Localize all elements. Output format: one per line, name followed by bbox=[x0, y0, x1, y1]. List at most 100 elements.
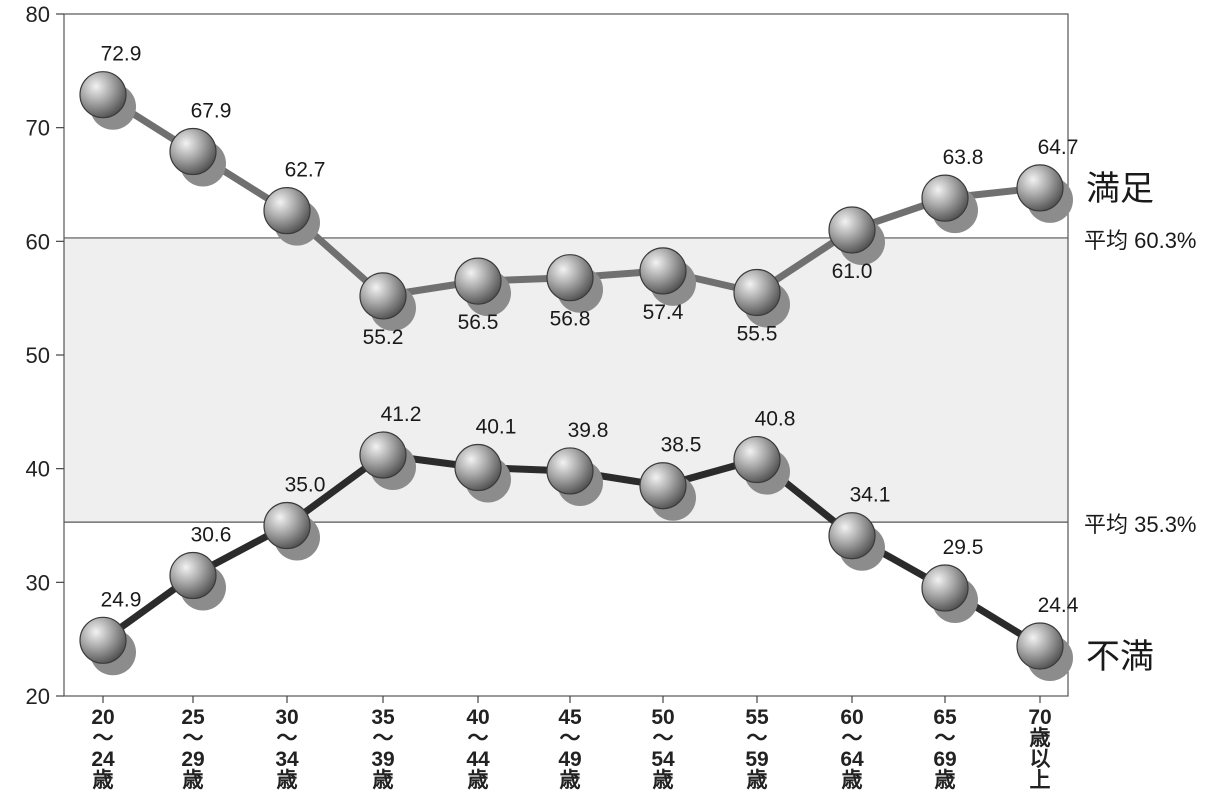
data-point bbox=[1016, 164, 1064, 212]
data-label: 30.6 bbox=[191, 524, 232, 547]
x-category-label: 〜 bbox=[373, 727, 394, 750]
data-label: 29.5 bbox=[943, 536, 984, 559]
data-label: 24.9 bbox=[101, 588, 142, 611]
data-label: 38.5 bbox=[661, 434, 702, 457]
y-tick-label: 80 bbox=[26, 2, 50, 27]
x-category-label: 歳 bbox=[747, 769, 768, 792]
x-category-label: 歳 bbox=[468, 769, 489, 792]
data-point bbox=[359, 431, 407, 479]
data-label: 67.9 bbox=[191, 100, 232, 123]
data-label: 56.5 bbox=[458, 311, 499, 334]
x-category-label: 24 bbox=[91, 748, 115, 771]
data-label: 40.8 bbox=[755, 408, 796, 431]
x-category-label: 70 bbox=[1028, 706, 1051, 729]
x-category-label: 55 bbox=[745, 706, 769, 729]
data-label: 62.7 bbox=[285, 159, 326, 182]
x-category-label: 35 bbox=[371, 706, 395, 729]
data-label: 39.8 bbox=[568, 419, 609, 442]
x-category-label: 〜 bbox=[653, 727, 674, 750]
average-label: 平均 60.3% bbox=[1084, 228, 1197, 253]
data-point bbox=[169, 551, 217, 600]
x-category-label: 29 bbox=[181, 748, 204, 771]
data-point bbox=[79, 71, 127, 119]
y-tick-label: 20 bbox=[26, 684, 50, 709]
x-category-label: 69 bbox=[933, 748, 956, 771]
x-category-label: 20 bbox=[91, 706, 114, 729]
data-point bbox=[639, 247, 687, 295]
x-category-label: 59 bbox=[745, 748, 768, 771]
data-point bbox=[1016, 622, 1064, 670]
x-category-label: 〜 bbox=[183, 727, 204, 750]
data-point bbox=[921, 564, 969, 612]
y-tick-label: 40 bbox=[26, 457, 50, 482]
x-category-label: 40 bbox=[466, 706, 489, 729]
x-category-label: 50 bbox=[651, 706, 674, 729]
x-category-label: 〜 bbox=[935, 727, 956, 750]
data-point bbox=[639, 462, 687, 510]
data-label: 57.4 bbox=[643, 301, 684, 324]
x-category-label: 歳 bbox=[935, 769, 956, 792]
data-point bbox=[733, 435, 781, 484]
data-label: 63.8 bbox=[943, 146, 984, 169]
data-point bbox=[828, 512, 876, 560]
y-tick-label: 60 bbox=[26, 229, 50, 254]
x-category-label: 〜 bbox=[747, 727, 768, 750]
data-point bbox=[546, 254, 594, 302]
data-point bbox=[169, 127, 217, 176]
data-label: 55.2 bbox=[363, 326, 404, 349]
series-name-label: 満足 bbox=[1086, 170, 1154, 208]
data-point bbox=[733, 268, 781, 317]
x-category-label: 〜 bbox=[468, 727, 489, 750]
x-category-label: 〜 bbox=[277, 727, 298, 750]
x-category-label: 〜 bbox=[93, 727, 114, 750]
data-label: 56.8 bbox=[550, 308, 591, 331]
data-point bbox=[454, 257, 502, 305]
data-point bbox=[828, 206, 876, 254]
x-category-label: 60 bbox=[840, 706, 863, 729]
x-category-label: 歳 bbox=[93, 769, 114, 792]
x-category-label: 歳 bbox=[183, 769, 204, 792]
data-label: 64.7 bbox=[1038, 136, 1079, 159]
x-category-label: 45 bbox=[558, 706, 582, 729]
x-category-label: 上 bbox=[1030, 769, 1051, 792]
data-point bbox=[454, 443, 502, 492]
data-label: 40.1 bbox=[476, 416, 517, 439]
y-tick-label: 70 bbox=[26, 116, 50, 141]
data-label: 41.2 bbox=[381, 403, 422, 426]
y-tick-label: 50 bbox=[26, 343, 50, 368]
x-category-label: 34 bbox=[275, 748, 299, 771]
x-category-label: 歳 bbox=[373, 769, 394, 792]
x-category-label: 〜 bbox=[842, 727, 863, 750]
data-label: 35.0 bbox=[285, 474, 326, 497]
data-point bbox=[921, 174, 969, 222]
x-category-label: 44 bbox=[466, 748, 490, 771]
x-category-label: 歳 bbox=[277, 769, 298, 792]
x-category-label: 65 bbox=[933, 706, 957, 729]
x-category-label: 25 bbox=[181, 706, 205, 729]
average-label: 平均 35.3% bbox=[1084, 512, 1197, 537]
x-category-label: 歳 bbox=[560, 769, 581, 792]
x-category-label: 以 bbox=[1030, 748, 1051, 771]
x-category-label: 歳 bbox=[1030, 727, 1051, 750]
x-category-label: 30 bbox=[275, 706, 298, 729]
data-label: 72.9 bbox=[101, 43, 142, 66]
x-category-label: 〜 bbox=[560, 727, 581, 750]
data-point bbox=[263, 501, 311, 550]
data-point bbox=[546, 447, 594, 495]
data-point bbox=[79, 616, 127, 664]
data-label: 55.5 bbox=[737, 322, 778, 345]
data-point bbox=[263, 187, 311, 235]
data-label: 24.4 bbox=[1038, 594, 1079, 617]
data-label: 61.0 bbox=[832, 260, 873, 283]
data-label: 34.1 bbox=[850, 484, 891, 507]
x-category-label: 歳 bbox=[842, 769, 863, 792]
x-category-label: 49 bbox=[558, 748, 581, 771]
y-tick-label: 30 bbox=[26, 570, 50, 595]
x-category-label: 39 bbox=[371, 748, 394, 771]
x-category-label: 歳 bbox=[653, 769, 674, 792]
x-category-label: 64 bbox=[840, 748, 864, 771]
data-point bbox=[359, 272, 407, 320]
x-category-label: 54 bbox=[651, 748, 675, 771]
